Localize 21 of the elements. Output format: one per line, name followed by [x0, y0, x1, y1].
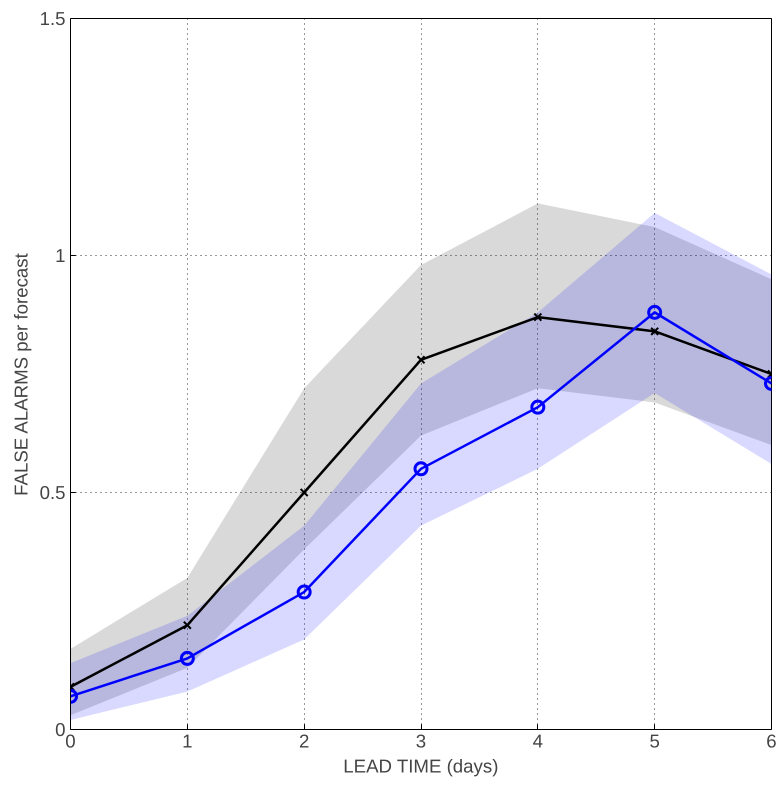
x-tick-label: 5 [649, 730, 660, 752]
y-tick-label: 1 [55, 245, 66, 266]
x-tick-label: 1 [182, 730, 193, 752]
point [416, 355, 426, 364]
point [182, 620, 192, 630]
point [650, 326, 660, 336]
y-tick-label: 0.5 [40, 482, 66, 503]
point [533, 312, 542, 322]
x-tick-label: 3 [416, 730, 426, 752]
point [414, 461, 428, 476]
x-axis-title: LEAD TIME (days) [343, 756, 498, 776]
point [300, 488, 309, 498]
point [530, 400, 546, 415]
y-tick-label: 1.5 [40, 8, 66, 29]
x-tick-label: 4 [532, 730, 544, 752]
x-tick-label: 2 [298, 730, 310, 752]
y-axis-title: FALSE ALARMS per forecast [10, 252, 32, 496]
x-tick-label: 6 [766, 730, 777, 752]
point [296, 584, 312, 600]
point [647, 304, 662, 320]
point [180, 650, 195, 666]
